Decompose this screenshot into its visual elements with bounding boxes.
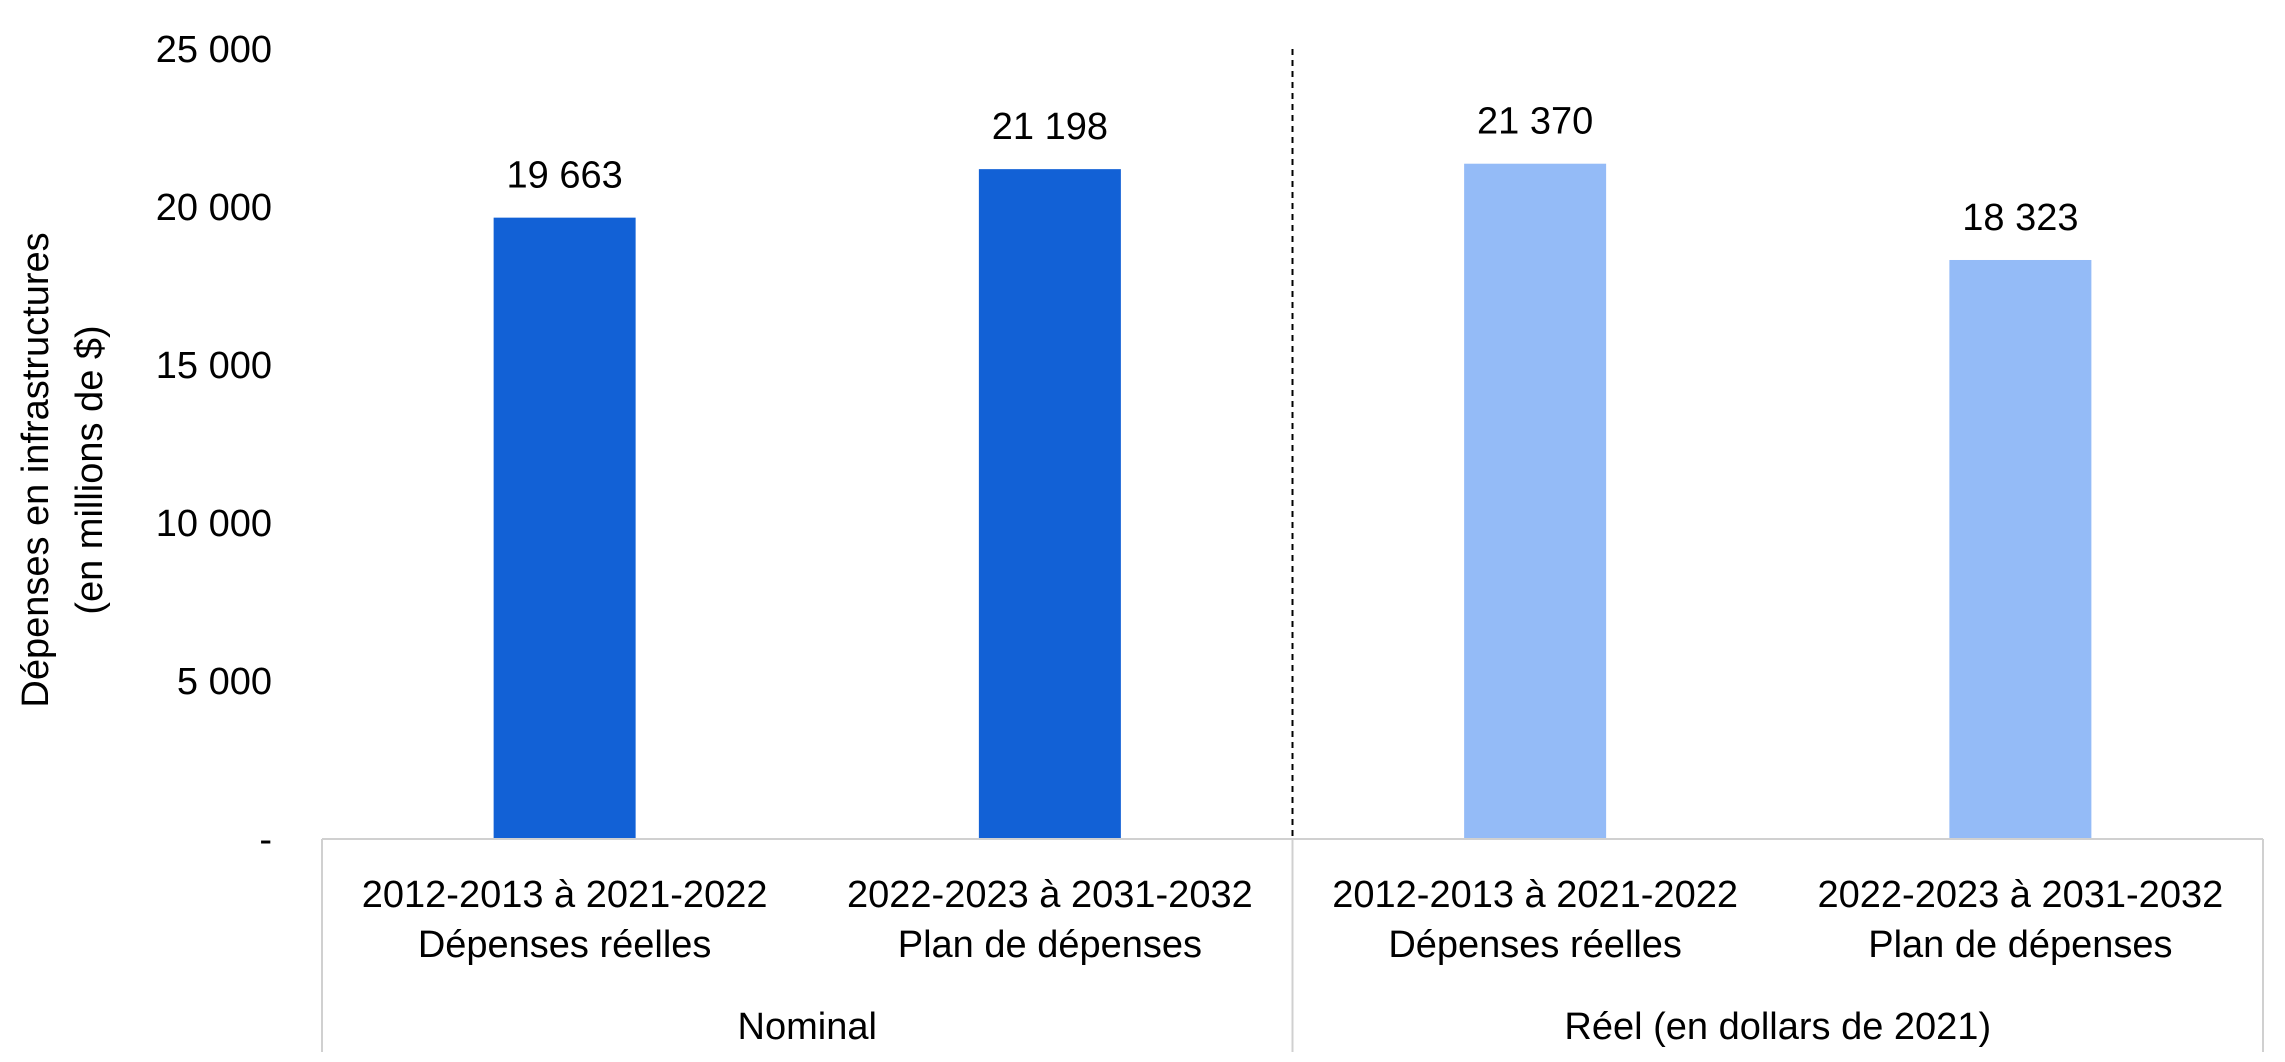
- y-tick-label: -: [259, 819, 272, 861]
- y-tick-label: 15 000: [156, 345, 272, 387]
- category-label-line: Plan de dépenses: [1868, 924, 2172, 966]
- category-label-line: Plan de dépenses: [898, 924, 1202, 966]
- y-tick-label: 20 000: [156, 187, 272, 229]
- bar: [1949, 259, 2092, 840]
- y-axis-title-line: Dépenses en infrastructures: [15, 232, 57, 707]
- y-axis-title-line: (en millions de $): [69, 325, 111, 614]
- data-label: 21 370: [1477, 101, 1593, 143]
- y-tick-label: 10 000: [156, 503, 272, 545]
- bar: [493, 217, 636, 840]
- group-label: Nominal: [738, 1006, 877, 1048]
- data-label: 18 323: [1962, 197, 2078, 239]
- data-labels: 19 663 21 198 21 370 18 323: [507, 101, 2079, 239]
- bars: [493, 163, 2092, 840]
- y-tick-label: 25 000: [156, 29, 272, 71]
- category-label-line: Dépenses réelles: [418, 924, 712, 966]
- data-label: 19 663: [507, 155, 623, 197]
- y-tick-label: 5 000: [177, 661, 272, 703]
- x-axis: [321, 838, 2264, 1052]
- y-axis-ticks: - 5 000 10 000 15 000 20 000 25 000: [156, 29, 272, 861]
- bar: [978, 169, 1121, 840]
- category-label-line: 2012-2013 à 2021-2022: [1332, 874, 1738, 916]
- y-axis-label: Dépenses en infrastructures (en millions …: [15, 232, 111, 707]
- category-label-line: 2022-2023 à 2031-2032: [847, 874, 1253, 916]
- category-label-line: 2012-2013 à 2021-2022: [362, 874, 768, 916]
- category-labels: 2012-2013 à 2021-2022 Dépenses réelles 202…: [362, 874, 2223, 966]
- category-label-line: 2022-2023 à 2031-2032: [1818, 874, 2224, 916]
- data-label: 21 198: [992, 106, 1108, 148]
- category-label-line: Dépenses réelles: [1388, 924, 1682, 966]
- group-labels: Nominal Réel (en dollars de 2021): [738, 1006, 1992, 1048]
- bar: [1464, 163, 1607, 839]
- group-label: Réel (en dollars de 2021): [1564, 1006, 1991, 1048]
